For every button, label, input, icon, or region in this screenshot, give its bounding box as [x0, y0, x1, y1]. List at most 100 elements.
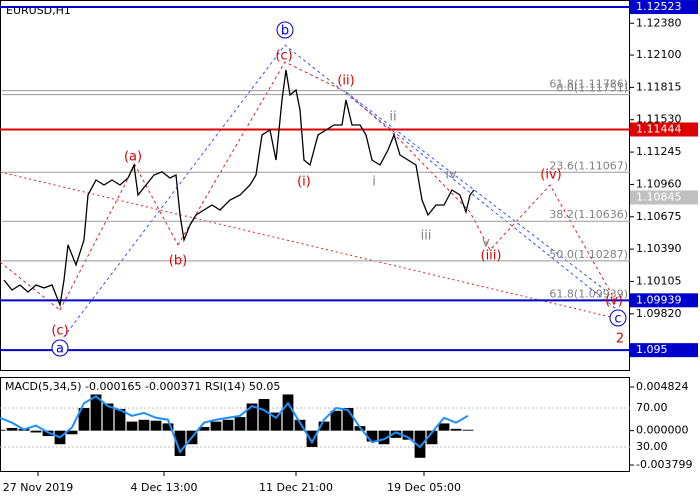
macd-bar [450, 428, 462, 431]
wave-circle [51, 339, 69, 357]
macd-bar [114, 408, 126, 431]
wave-line [0, 261, 61, 311]
macd-bar [366, 430, 378, 442]
macd-bar [462, 429, 474, 431]
macd-bar [102, 403, 114, 431]
level-box [630, 0, 698, 15]
wave-label: iv [445, 168, 457, 183]
y-tick-label: 1.12380 [636, 16, 682, 29]
macd-bar [342, 408, 354, 431]
wave-line [59, 44, 621, 343]
fib-label: 0.0(1.11751) [556, 82, 628, 95]
level-label: 1.12523 [636, 0, 682, 13]
macd-bar [438, 423, 450, 431]
macd-bar [162, 423, 174, 431]
x-tick-label: 11 Dec 21:00 [259, 481, 333, 494]
fib-label: 50.0(1.10287) [549, 248, 628, 261]
macd-bar [0, 429, 6, 431]
macd-bar [402, 430, 414, 440]
level-box [630, 190, 698, 205]
y-tick-label: 1.12100 [636, 48, 682, 61]
x-tick-label: 27 Nov 2019 [3, 481, 73, 494]
level-label: 1.11444 [636, 123, 682, 136]
y-tick-label: 1.10960 [636, 177, 682, 190]
fib-label: 38.2(1.10636) [549, 208, 628, 221]
macd-bar [210, 421, 222, 431]
macd-bar [222, 419, 234, 431]
macd-bar [270, 412, 282, 431]
wave-label: (b) [169, 254, 187, 269]
price-line [3, 69, 475, 308]
macd-bar [318, 421, 330, 431]
price-frame [0, 0, 630, 371]
wave-line [177, 61, 616, 301]
macd-bar [78, 408, 90, 431]
macd-bar [126, 421, 138, 431]
macd-bar [174, 430, 186, 456]
macd-bar [330, 410, 342, 431]
level-box [630, 293, 698, 308]
wave-label: c [614, 312, 621, 327]
wave-label: (iv) [540, 168, 561, 183]
macd-bar [6, 427, 18, 431]
wave-label: (a) [124, 150, 142, 165]
wave-label: (c) [51, 324, 68, 339]
wave-line [59, 163, 179, 311]
wave-circle [276, 21, 294, 39]
macd-bar [234, 417, 246, 431]
wave-label: (iii) [481, 249, 502, 264]
wave-label: (ii) [337, 74, 354, 89]
wave-label: (c) [275, 49, 292, 64]
level-box [630, 343, 698, 358]
x-tick-label: 19 Dec 05:00 [387, 481, 461, 494]
level-label: 1.09939 [636, 293, 682, 306]
macd-bar [258, 398, 270, 431]
macd-bar [378, 430, 390, 445]
y-tick-label: 1.11530 [636, 113, 682, 126]
macd-bar [294, 419, 306, 431]
wave-line [0, 171, 616, 319]
chart-title: EURUSD,H1 [6, 4, 71, 17]
wave-label: iii [421, 229, 432, 244]
macd-bar [30, 430, 42, 433]
y-tick-label: 0.000000 [636, 424, 689, 437]
y-tick-label: 1.09820 [636, 307, 682, 320]
y2-tick-label: 70.00 [636, 401, 668, 414]
macd-bar [246, 403, 258, 431]
wave-label: i [372, 175, 376, 190]
fib-label: 61.8(1.09939) [549, 287, 628, 300]
wave-label: 2 [616, 332, 624, 347]
y-tick-label: 1.11245 [636, 145, 682, 158]
macd-bar [66, 430, 78, 435]
macd-bar [414, 430, 426, 458]
fib-label: 23.6(1.11067) [549, 159, 628, 172]
y-tick-label: 1.10675 [636, 210, 682, 223]
macd-bar [306, 430, 318, 447]
y-tick-label: 1.11815 [636, 80, 682, 93]
wave-label: (i) [297, 175, 311, 190]
y-tick-label: 1.10390 [636, 242, 682, 255]
macd-bar [426, 430, 438, 445]
macd-bar [138, 419, 150, 431]
wave-line [345, 91, 606, 291]
wave-label: ii [389, 110, 396, 125]
wave-circle [609, 309, 627, 327]
level-box [630, 122, 698, 137]
macd-bar [150, 420, 162, 431]
level-label: 1.10845 [636, 190, 682, 203]
wave-label: v [482, 236, 490, 251]
x-tick-label: 4 Dec 13:00 [131, 481, 198, 494]
wave-label: (v) [605, 294, 623, 309]
macd-bar [90, 394, 102, 431]
indicator-title: MACD(5,34,5) -0.000165 -0.000371 RSI(14)… [5, 380, 280, 393]
y2-tick-label: 30.00 [636, 440, 668, 453]
macd-bar [282, 394, 294, 431]
fib-label: 61.8(1.11786) [549, 78, 628, 91]
macd-bar [390, 430, 402, 438]
rsi-line [0, 395, 469, 454]
macd-bar [198, 427, 210, 431]
y-tick-label: 1.10105 [636, 274, 682, 287]
level-label: 1.095 [636, 343, 668, 356]
y-tick-label: -0.003799 [636, 458, 692, 471]
